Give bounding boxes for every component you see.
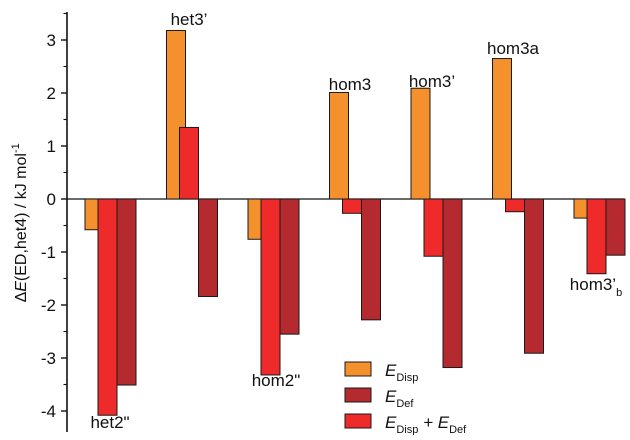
bar bbox=[423, 198, 444, 257]
y-tick-label: 2 bbox=[47, 84, 56, 103]
bar bbox=[97, 198, 118, 416]
bar bbox=[116, 198, 137, 386]
bar bbox=[279, 198, 300, 335]
bar bbox=[492, 58, 512, 200]
category-label: hom3’ bbox=[409, 72, 455, 91]
bar bbox=[361, 198, 381, 321]
category-label: hom3’b bbox=[570, 275, 622, 299]
y-tick-label: 3 bbox=[47, 31, 56, 50]
category-label: hom3 bbox=[329, 75, 372, 94]
bar bbox=[605, 198, 626, 256]
bar bbox=[442, 198, 463, 369]
bar bbox=[342, 198, 362, 214]
bar bbox=[260, 198, 281, 376]
y-tick-label: -3 bbox=[41, 349, 56, 368]
y-tick-label: -4 bbox=[41, 402, 56, 421]
y-tick-label: 1 bbox=[47, 137, 56, 156]
category-label: het2" bbox=[90, 413, 129, 432]
y-axis-label: ΔE(ED,het4) / kJ mol-1 bbox=[10, 143, 30, 302]
category-label: hom2" bbox=[252, 371, 301, 390]
category-label: het3’ bbox=[171, 10, 208, 29]
bar bbox=[524, 198, 544, 354]
y-tick-label: 0 bbox=[47, 190, 56, 209]
y-tick-label: -2 bbox=[41, 296, 56, 315]
legend-swatch bbox=[344, 361, 372, 377]
legend-swatch bbox=[344, 387, 372, 403]
y-tick-label: -1 bbox=[41, 243, 56, 262]
bar bbox=[505, 198, 525, 213]
bar bbox=[198, 198, 218, 298]
category-label: hom3a bbox=[487, 39, 540, 58]
legend-swatch bbox=[344, 413, 372, 429]
legend-label: EDisp bbox=[385, 361, 418, 384]
legend-label: EDisp + EDef bbox=[385, 413, 467, 435]
bar bbox=[179, 126, 199, 200]
bar bbox=[586, 198, 607, 275]
legend-label: EDef bbox=[385, 387, 414, 410]
bar bbox=[329, 91, 349, 200]
bar bbox=[410, 87, 431, 200]
